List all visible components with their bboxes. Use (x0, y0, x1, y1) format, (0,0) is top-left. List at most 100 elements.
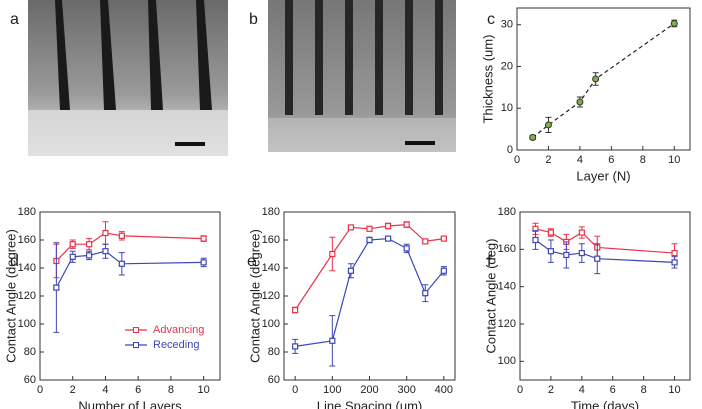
marker (670, 19, 678, 27)
y-tick-label: 30 (501, 19, 513, 31)
x-tick-label: 0 (292, 384, 298, 396)
marker (329, 250, 336, 258)
plot-frame (39, 211, 221, 381)
x-tick-label: 100 (323, 384, 341, 396)
x-tick-label: 6 (610, 384, 616, 396)
panel-letter: a (10, 11, 19, 28)
marker (422, 238, 429, 245)
x-tick-label: 10 (668, 384, 680, 396)
y-tick-label: 160 (262, 234, 280, 246)
marker (118, 232, 125, 239)
x-tick-label: 0 (514, 154, 520, 166)
y-tick-label: 80 (268, 346, 280, 358)
marker (347, 267, 355, 274)
marker (576, 98, 584, 106)
marker (85, 252, 93, 259)
sem-image-b (268, 0, 456, 152)
y-axis-title: Contact Angle (degree) (3, 229, 18, 363)
x-tick-label: 8 (640, 154, 646, 166)
marker (366, 236, 373, 244)
y-axis-title: Contact Angle (degree) (247, 229, 262, 363)
marker (102, 229, 109, 237)
marker (547, 248, 555, 255)
marker (671, 249, 678, 257)
x-tick-label: 2 (545, 154, 551, 166)
marker (329, 337, 336, 344)
panel-letter: c (487, 11, 495, 28)
series-line (55, 250, 204, 288)
plot-frame (519, 211, 691, 381)
x-tick-label: 8 (168, 384, 174, 396)
marker (440, 235, 447, 242)
legend-label: Receding (153, 339, 199, 351)
panel-letter: b (249, 11, 258, 28)
marker (563, 251, 570, 259)
panel-letter: e (247, 253, 256, 270)
x-tick-label: 200 (360, 384, 378, 396)
marker (422, 290, 429, 297)
panel-letter: d (10, 253, 19, 270)
x-tick-label: 4 (577, 154, 583, 166)
x-tick-label: 4 (102, 384, 108, 396)
plot-frame (516, 7, 691, 151)
marker (578, 249, 585, 257)
marker (366, 225, 373, 232)
x-tick-label: 10 (198, 384, 210, 396)
x-axis-title: Number of Layers (78, 398, 182, 409)
marker (384, 235, 392, 242)
x-tick-label: 400 (435, 384, 453, 396)
legend-label: Advancing (153, 324, 204, 336)
marker (592, 75, 600, 83)
y-tick-label: 100 (498, 355, 516, 367)
marker (53, 284, 60, 291)
y-tick-label: 10 (501, 102, 513, 114)
marker (544, 121, 552, 129)
legend-marker (133, 342, 139, 348)
x-tick-label: 0 (37, 384, 43, 396)
y-tick-label: 160 (18, 234, 36, 246)
x-tick-label: 0 (517, 384, 523, 396)
marker (384, 222, 392, 230)
sem-image-a (28, 0, 228, 156)
x-axis-title: Line Spacing (um) (317, 398, 423, 409)
y-tick-label: 180 (18, 206, 36, 218)
y-axis-title: Thickness (um) (480, 35, 495, 124)
marker (69, 241, 76, 248)
y-tick-label: 80 (24, 346, 36, 358)
x-tick-label: 300 (397, 384, 415, 396)
marker (671, 259, 678, 266)
y-tick-label: 0 (507, 144, 513, 156)
marker (85, 241, 93, 248)
x-tick-label: 2 (70, 384, 76, 396)
x-tick-label: 2 (548, 384, 554, 396)
y-tick-label: 120 (262, 290, 280, 302)
x-tick-label: 6 (608, 154, 614, 166)
y-tick-label: 60 (24, 374, 36, 386)
series-line (532, 22, 675, 138)
y-tick-label: 140 (498, 281, 516, 293)
marker (118, 260, 125, 267)
marker (532, 236, 539, 244)
marker (529, 133, 537, 141)
marker (347, 224, 355, 231)
panel-letter: f (487, 253, 492, 270)
marker (594, 255, 601, 262)
marker (440, 267, 447, 274)
x-tick-label: 8 (641, 384, 647, 396)
marker (200, 259, 207, 266)
x-tick-label: 10 (668, 154, 680, 166)
marker (102, 248, 109, 255)
marker (547, 229, 555, 236)
y-tick-label: 140 (262, 262, 280, 274)
y-tick-label: 100 (18, 318, 36, 330)
series-line (295, 237, 445, 347)
marker (578, 229, 585, 236)
marker (200, 235, 207, 242)
x-axis-title: Time (days) (571, 398, 639, 409)
y-tick-label: 160 (498, 243, 516, 255)
y-tick-label: 60 (268, 374, 280, 386)
y-tick-label: 180 (262, 206, 280, 218)
marker (403, 245, 410, 252)
x-tick-label: 6 (135, 384, 141, 396)
